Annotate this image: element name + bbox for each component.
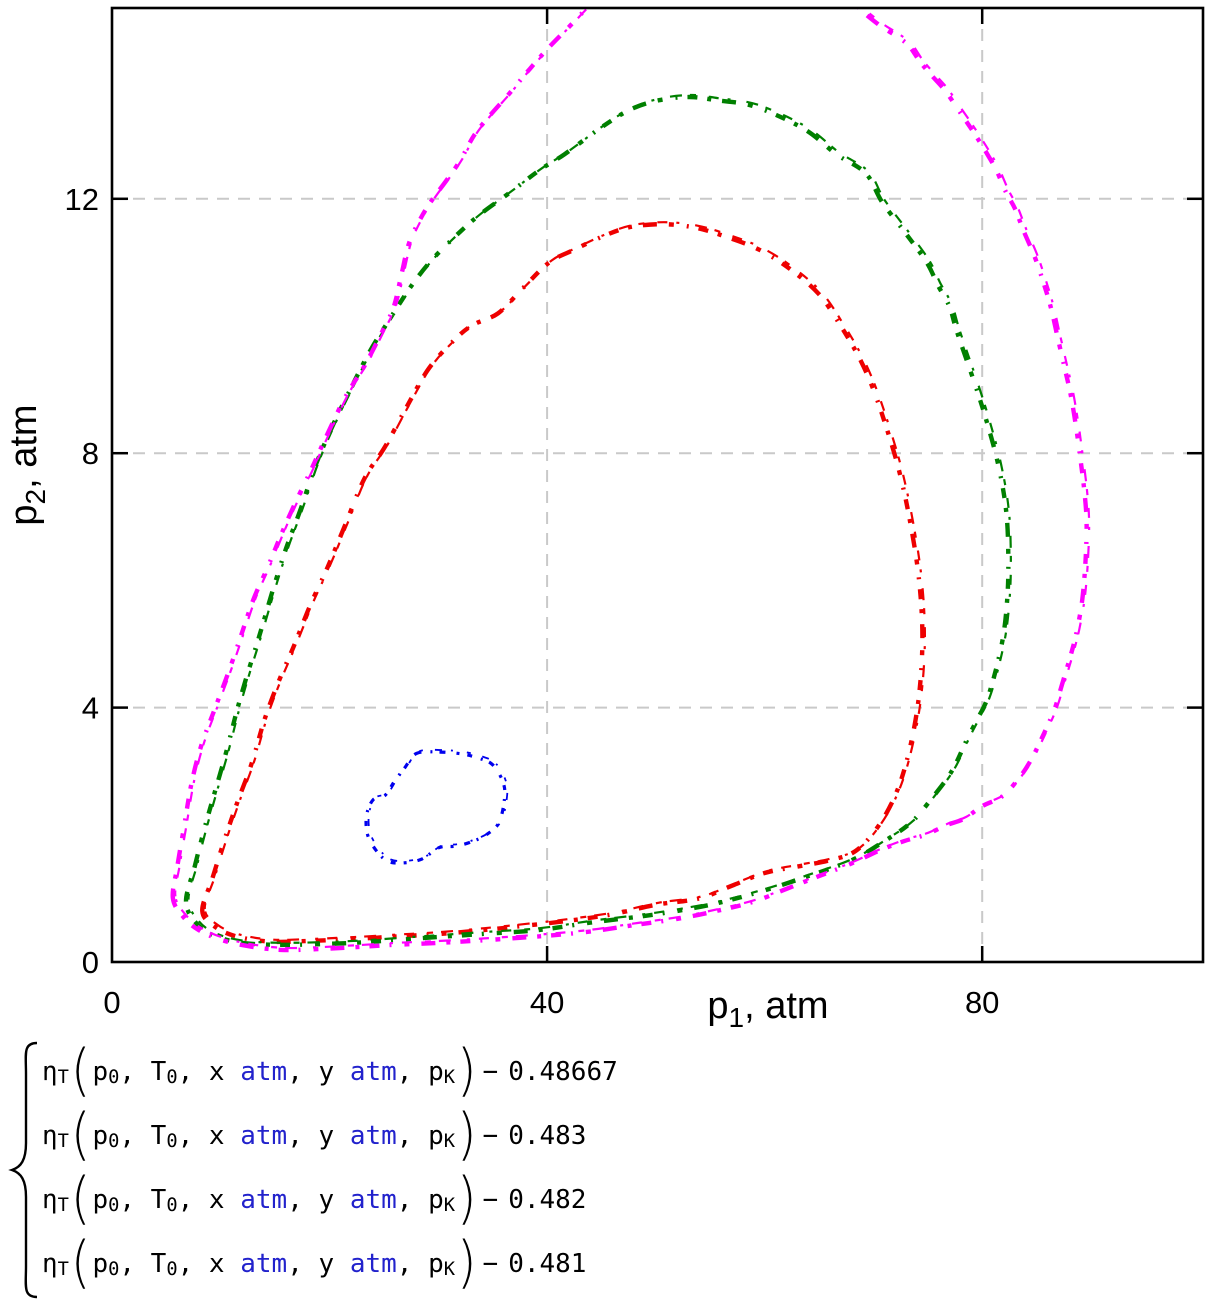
expr-token: y <box>318 1249 350 1279</box>
unit-atm: atm <box>349 1249 397 1279</box>
expr-token: T <box>150 1121 167 1151</box>
contour-trace-echo-0.481 <box>174 9 1091 950</box>
contour-trace-0.482 <box>183 94 1011 948</box>
expr-token: T <box>150 1249 167 1279</box>
subscript: 0 <box>108 1067 120 1089</box>
expr-token: , <box>396 1185 429 1215</box>
unit-atm: atm <box>349 1121 397 1151</box>
expr-token: p <box>428 1185 444 1215</box>
expr-token: , <box>119 1185 151 1215</box>
subscript: T <box>57 1195 69 1217</box>
expr-token: , <box>119 1121 151 1151</box>
contour-trace-echo-0.48667 <box>367 748 509 862</box>
contour-trace-0.48667 <box>364 750 507 865</box>
expr-token: x <box>208 1185 241 1215</box>
subscript: 0 <box>166 1131 178 1153</box>
expr-token: p <box>92 1057 109 1087</box>
unit-atm: atm <box>240 1249 288 1279</box>
expr-token: p <box>92 1121 109 1151</box>
expr-token: η <box>42 1185 58 1215</box>
expr-token: x <box>208 1121 241 1151</box>
expr-token: η <box>42 1121 58 1151</box>
expr-token: , <box>287 1185 319 1215</box>
expr-token: , <box>396 1249 429 1279</box>
expr-token: y <box>318 1185 350 1215</box>
expr-token: η <box>42 1057 58 1087</box>
subscript: 0 <box>166 1195 178 1217</box>
unit-atm: atm <box>240 1057 288 1087</box>
expr-token: , <box>119 1057 151 1087</box>
subscript: K <box>443 1067 456 1089</box>
expr-token: , <box>287 1121 319 1151</box>
y-axis-title: p2, atm <box>3 404 51 525</box>
subscript: T <box>57 1131 69 1153</box>
x-axis-title: p1, atm <box>707 985 828 1033</box>
contour-trace-0.481 <box>170 9 1089 953</box>
legend-level-value: 0.482 <box>508 1185 587 1215</box>
unit-atm: atm <box>349 1057 397 1087</box>
expr-token: p <box>428 1121 444 1151</box>
expr-token: , <box>177 1185 209 1215</box>
stack-brace-icon <box>8 1041 38 1299</box>
expr-token: T <box>150 1057 167 1087</box>
subscript: 0 <box>166 1067 178 1089</box>
unit-atm: atm <box>240 1185 288 1215</box>
subscript: T <box>57 1067 69 1089</box>
subscript: K <box>443 1195 456 1217</box>
minus-sign: − <box>482 1249 499 1279</box>
expr-token: p <box>428 1057 444 1087</box>
expr-token: η <box>42 1249 58 1279</box>
y-tick-label: 4 <box>82 691 99 726</box>
plot-frame <box>110 6 1205 964</box>
minus-sign: − <box>482 1185 499 1215</box>
expr-token: , <box>396 1121 429 1151</box>
subscript: 0 <box>108 1259 120 1281</box>
unit-atm: atm <box>240 1121 288 1151</box>
xy-plot[interactable]: 0 40 80 0 4 8 12 p1, atm p2, atm <box>0 0 1211 1040</box>
expr-token: , <box>287 1249 319 1279</box>
expr-token: , <box>287 1057 319 1087</box>
subscript: K <box>443 1131 456 1153</box>
expr-token: , <box>396 1057 429 1087</box>
legend-level-value: 0.481 <box>508 1249 587 1279</box>
expr-token: p <box>92 1185 109 1215</box>
subscript: T <box>57 1259 69 1281</box>
expr-token: , <box>177 1121 209 1151</box>
expr-token: x <box>208 1057 241 1087</box>
contour-trace-echo-0.482 <box>187 93 1012 944</box>
expr-token: x <box>208 1249 241 1279</box>
subscript: K <box>443 1259 456 1281</box>
x-tick-label: 40 <box>530 985 564 1020</box>
legend-level-value: 0.48667 <box>508 1057 618 1087</box>
unit-atm: atm <box>349 1185 397 1215</box>
minus-sign: − <box>482 1057 499 1087</box>
y-tick-label: 12 <box>65 182 99 217</box>
x-tick-label: 80 <box>965 985 999 1020</box>
subscript: 0 <box>166 1259 178 1281</box>
expr-token: , <box>119 1249 151 1279</box>
expr-token: T <box>150 1185 167 1215</box>
subscript: 0 <box>108 1195 120 1217</box>
subscript: 0 <box>108 1131 120 1153</box>
legend-level-value: 0.483 <box>508 1121 587 1151</box>
expr-token: p <box>92 1249 109 1279</box>
y-tick-label: 8 <box>82 436 99 471</box>
expr-token: , <box>177 1249 209 1279</box>
expr-token: y <box>318 1057 350 1087</box>
expr-token: p <box>428 1249 444 1279</box>
contour-trace-echo-0.483 <box>203 221 927 941</box>
expr-token: y <box>318 1121 350 1151</box>
x-tick-label: 0 <box>103 985 120 1020</box>
y-tick-label: 0 <box>82 945 99 980</box>
expr-token: , <box>177 1057 209 1087</box>
contour-trace-0.483 <box>200 221 925 945</box>
minus-sign: − <box>482 1121 499 1151</box>
